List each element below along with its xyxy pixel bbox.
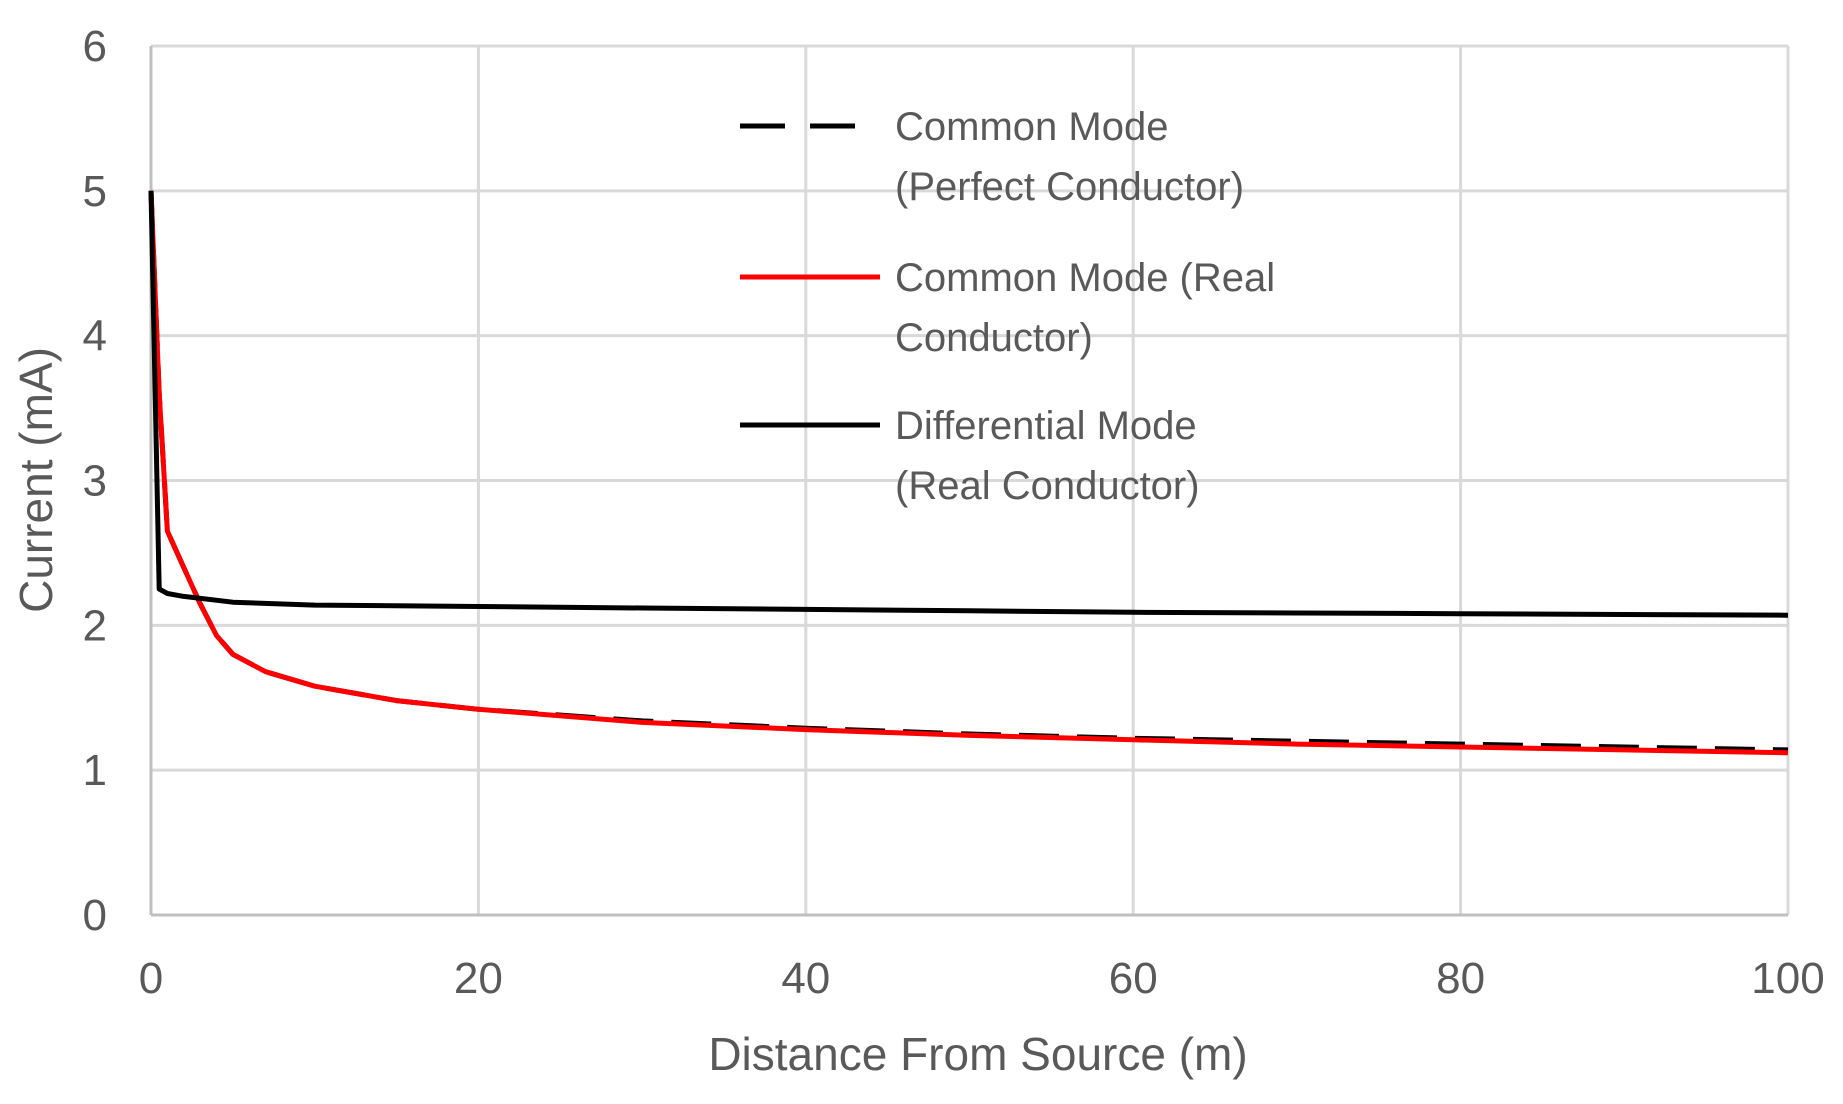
x-tick-label: 60 bbox=[1109, 954, 1158, 1003]
series-line-common-mode-real-conductor bbox=[148, 190, 1789, 756]
legend-label: (Real Conductor) bbox=[895, 464, 1200, 508]
y-tick-label: 4 bbox=[83, 312, 107, 361]
y-axis-title: Current (mA) bbox=[10, 347, 62, 613]
legend: Common Mode (Perfect Conductor) Common Mod… bbox=[740, 105, 1275, 508]
y-tick-label: 2 bbox=[83, 601, 107, 650]
x-tick-label: 40 bbox=[781, 954, 830, 1003]
legend-label: Common Mode (Real bbox=[895, 256, 1275, 300]
legend-label: (Perfect Conductor) bbox=[895, 165, 1244, 209]
x-tick-label: 20 bbox=[454, 954, 503, 1003]
legend-label: Differential Mode bbox=[895, 404, 1197, 448]
x-tick-label: 0 bbox=[139, 954, 163, 1003]
x-axis-title: Distance From Source (m) bbox=[708, 1028, 1247, 1080]
x-tick-label: 80 bbox=[1436, 954, 1485, 1003]
y-tick-label: 1 bbox=[83, 746, 107, 795]
legend-label: Common Mode bbox=[895, 105, 1168, 149]
y-tick-label: 3 bbox=[83, 457, 107, 506]
y-tick-label: 6 bbox=[83, 22, 107, 71]
legend-label: Conductor) bbox=[895, 316, 1093, 360]
y-tick-label: 0 bbox=[83, 891, 107, 940]
grid-layer bbox=[151, 44, 1790, 915]
series-line-differential-mode-real-conductor bbox=[148, 190, 1789, 618]
series-layer bbox=[148, 190, 1789, 756]
y-tick-label: 5 bbox=[83, 167, 107, 216]
x-tick-label: 100 bbox=[1751, 954, 1824, 1003]
